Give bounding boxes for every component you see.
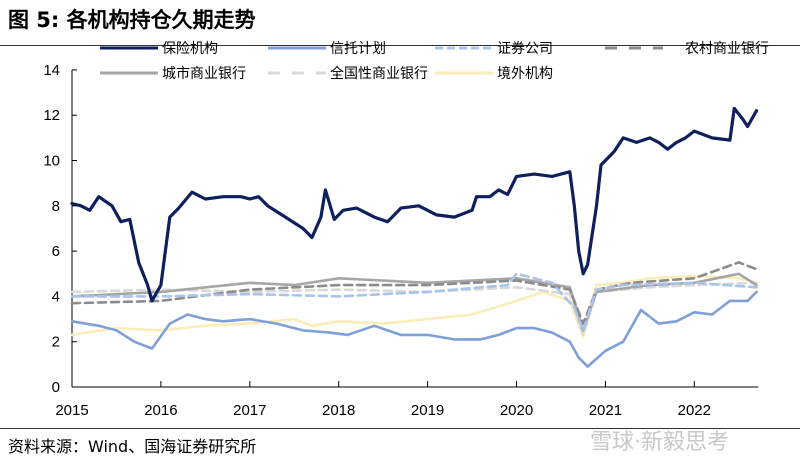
legend-label: 境外机构 (497, 66, 553, 82)
x-tick-label: 2021 (589, 402, 622, 419)
legend-label: 城市商业银行 (162, 65, 246, 82)
y-tick-label: 6 (52, 243, 60, 260)
legend-label: 保险机构 (162, 41, 218, 57)
legend-label: 信托计划 (330, 41, 386, 57)
y-tick-label: 4 (52, 288, 60, 305)
legend-label: 农村商业银行 (685, 41, 769, 57)
series-line-2 (70, 272, 758, 332)
legend-label: 证券公司 (497, 41, 553, 57)
series-line-0 (70, 106, 759, 303)
series-line-3 (70, 261, 758, 325)
series-line-1 (70, 290, 758, 368)
y-tick-label: 0 (52, 379, 60, 396)
x-tick-label: 2019 (411, 402, 444, 419)
x-tick-label: 2020 (500, 402, 533, 419)
bottom-rule (0, 428, 800, 429)
x-tick-label: 2018 (322, 402, 355, 419)
legend-label: 全国性商业银行 (330, 65, 428, 82)
watermark: 雪球·新毅思考 (590, 430, 729, 455)
y-tick-label: 10 (43, 153, 60, 170)
source-note: 资料来源：Wind、国海证券研究所 (8, 437, 257, 456)
y-tick-label: 8 (52, 198, 60, 215)
series-line-6 (70, 274, 758, 339)
x-tick-label: 2016 (144, 402, 177, 419)
top-rule (0, 45, 800, 46)
y-tick-label: 14 (43, 62, 60, 79)
x-tick-label: 2015 (55, 402, 88, 419)
figure-title: 图 5: 各机构持仓久期走势 (8, 8, 256, 32)
y-tick-label: 2 (52, 334, 60, 351)
x-tick-label: 2017 (233, 402, 266, 419)
y-tick-label: 12 (43, 107, 60, 124)
x-tick-label: 2022 (678, 402, 711, 419)
